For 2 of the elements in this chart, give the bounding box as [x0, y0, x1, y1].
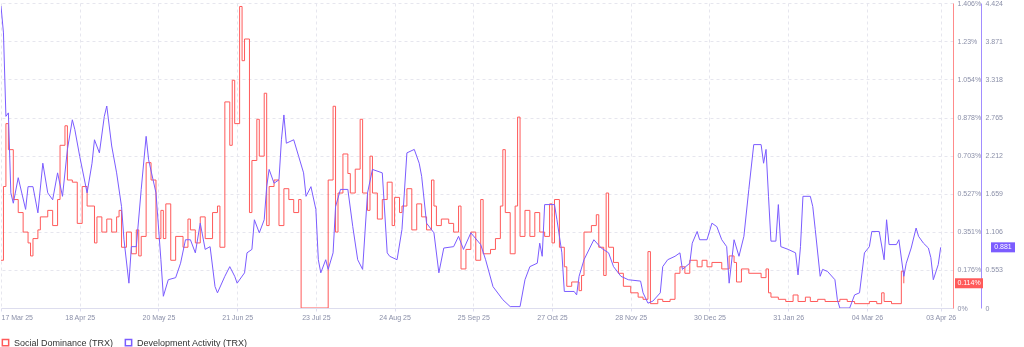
- legend-label: Social Dominance (TRX): [14, 337, 114, 347]
- legend-label: Development Activity (TRX): [137, 337, 248, 347]
